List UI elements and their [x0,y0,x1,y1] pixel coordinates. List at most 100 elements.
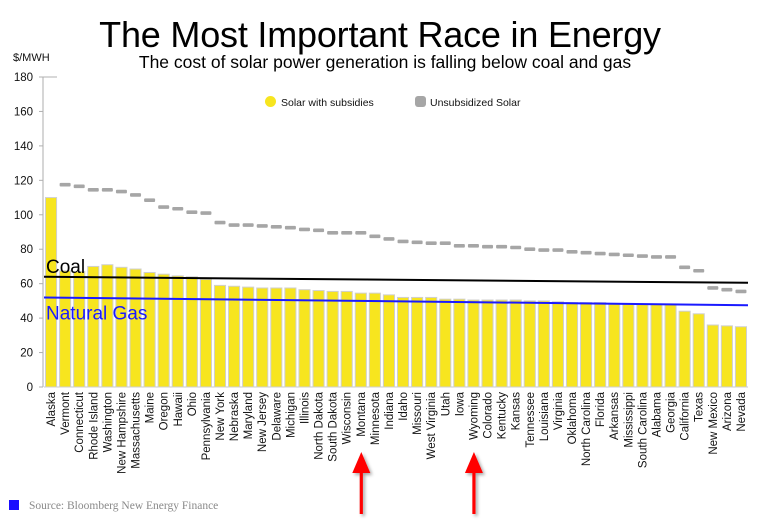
x-tick-label: Montana [356,391,368,436]
x-tick-label: Connecticut [74,391,86,453]
marker-arizona [721,287,733,292]
x-tick-label: Illinois [299,392,311,424]
x-tick-label: South Dakota [328,391,340,461]
marker-oklahoma [566,250,578,254]
bar-wisconsin [340,290,353,388]
bar-oregon [157,273,170,388]
marker-idaho [397,239,409,244]
bar-florida [594,302,607,388]
marker-iowa [453,243,465,248]
x-tick-label: Alaska [46,391,58,426]
x-tick-label: Nebraska [229,391,241,441]
marker-minnesota [369,234,381,239]
y-tick-label: 120 [14,175,33,187]
marker-vermont [59,182,71,187]
bar-west-virginia [425,296,438,388]
marker-rhode-island [87,188,99,192]
bar-alabama [650,303,663,388]
x-tick-label: Pennsylvania [201,391,213,460]
marker-connecticut [73,184,85,189]
bar-maryland [242,286,255,388]
x-tick-label: New Mexico [708,392,720,455]
marker-california [679,265,691,270]
bar-arizona [720,325,733,388]
bar-georgia [664,303,677,388]
legend-swatch-solar-with-subsidies [265,96,276,107]
bar-maine [143,271,156,388]
x-tick-label: Kansas [511,392,523,431]
marker-delaware [270,225,282,229]
marker-wyoming [467,243,479,248]
bar-illinois [298,289,311,388]
x-tick-label: Washington [102,392,114,452]
bar-ohio [185,276,198,388]
coal-label: Coal [46,257,85,278]
marker-south-carolina [636,254,648,258]
marker-new-jersey [256,224,268,228]
bar-missouri [411,296,424,388]
y-tick-label: 160 [14,106,33,118]
bar-tennessee [523,300,536,388]
x-tick-label: Wisconsin [342,392,354,444]
bar-new-mexico [706,324,719,388]
bar-massachusetts [129,268,142,388]
marker-utah [439,241,451,245]
marker-new-york [214,220,226,225]
marker-kentucky [496,244,508,249]
x-tick-label: Virginia [553,391,565,430]
bar-louisiana [537,300,550,388]
bar-series-solar-with-subsidies [45,197,747,388]
bar-kentucky [495,299,508,388]
bar-rhode-island [87,265,100,388]
marker-hawaii [172,206,184,211]
x-tick-label: Maryland [243,392,255,439]
bar-south-carolina [636,303,649,388]
marker-north-dakota [313,228,325,233]
x-tick-label: Rhode Island [88,392,100,460]
marker-virginia [552,248,564,252]
source-note: Source: Bloomberg New Energy Finance [29,500,219,512]
bar-nebraska [228,285,241,388]
bar-pennsylvania [199,278,212,388]
arrow-icon-wyoming [464,452,483,514]
chart-title: The Most Important Race in Energy [0,14,760,56]
x-tick-label: Iowa [454,391,466,416]
marker-louisiana [538,248,550,252]
marker-alabama [650,255,662,259]
marker-new-hampshire [115,189,127,194]
marker-washington [101,188,113,192]
y-tick-label: 0 [27,382,33,394]
bar-new-jersey [256,287,269,388]
y-tick-label: 20 [20,348,33,360]
y-tick-label: 80 [20,244,33,256]
marker-ohio [186,210,198,214]
bar-new-hampshire [115,266,128,388]
bar-vermont [59,270,72,388]
y-tick-label: 180 [14,72,33,84]
x-tick-label: Oklahoma [567,391,579,444]
x-tick-label: Hawaii [173,392,185,427]
marker-montana [355,231,367,235]
marker-texas [693,268,705,273]
bar-washington [101,264,114,388]
y-tick-label: 100 [14,210,33,222]
marker-georgia [665,255,677,259]
marker-mississippi [622,253,634,258]
marker-nebraska [228,223,240,227]
bar-idaho [397,296,410,388]
marker-south-dakota [327,231,339,235]
bar-north-dakota [312,290,325,388]
x-tick-label: South Carolina [637,391,649,468]
bar-alaska [45,197,58,388]
arrow-icon-montana [352,452,371,514]
marker-nevada [735,289,747,294]
x-tick-label: Arkansas [609,392,621,440]
marker-maine [144,198,156,202]
x-tick-label: Massachusetts [131,392,143,469]
reference-lines: Coal Natural Gas [43,257,749,324]
bar-montana [354,292,367,388]
natural-gas-line [43,296,749,307]
marker-missouri [411,240,423,245]
x-tick-label: Mississippi [623,392,635,448]
